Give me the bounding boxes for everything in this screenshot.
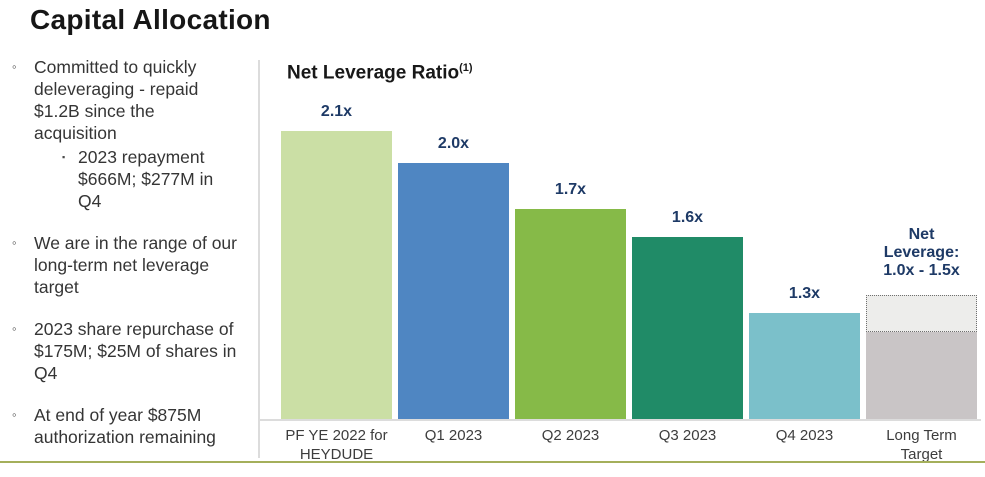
x-axis-label: PF YE 2022 for HEYDUDE	[285, 427, 388, 463]
bullet-sidebar: ◦ Committed to quickly deleveraging - re…	[8, 56, 260, 468]
bar-2	[398, 163, 509, 419]
bar-4	[632, 237, 743, 419]
bullet-marker: ◦	[12, 59, 17, 74]
bullet-content: At end of year $875M authorization remai…	[34, 404, 240, 448]
sub-bullet-marker: ▪	[62, 152, 66, 162]
bar-value-label: 1.6x	[671, 209, 704, 226]
bullet-content: We are in the range of our long-term net…	[34, 232, 240, 298]
x-axis-label: Q4 2023	[775, 427, 834, 444]
bullet-item: ◦ At end of year $875M authorization rem…	[8, 404, 260, 448]
chart-footnote-marker: (1)	[459, 62, 473, 74]
target-range-label-line: Leverage:	[883, 244, 960, 261]
bullet-item: ◦ We are in the range of our long-term n…	[8, 232, 260, 298]
target-range-label: Net Leverage: 1.0x - 1.5x	[854, 226, 985, 280]
chart-left-divider	[258, 60, 260, 458]
bullet-list: ◦ Committed to quickly deleveraging - re…	[8, 56, 260, 448]
target-range-label-line: Net	[908, 226, 935, 243]
chart-title: Net Leverage Ratio(1)	[287, 62, 473, 84]
chart-baseline-axis	[258, 419, 981, 421]
bar-3	[515, 209, 626, 419]
bullet-text: 2023 share repurchase of $175M; $25M of …	[34, 319, 237, 383]
x-axis-label: Long Term Target	[886, 427, 957, 463]
bullet-text: Committed to quickly deleveraging - repa…	[34, 57, 199, 143]
x-axis-label: Q3 2023	[658, 427, 717, 444]
bullet-item: ◦ Committed to quickly deleveraging - re…	[8, 56, 260, 212]
x-axis-label: Q2 2023	[541, 427, 600, 444]
bar-value-label: 2.1x	[320, 103, 353, 120]
slide-footer-line	[0, 461, 985, 463]
bar-1	[281, 131, 392, 419]
target-range-label-line: 1.0x - 1.5x	[883, 262, 960, 279]
page-title: Capital Allocation	[30, 4, 271, 35]
x-axis-label: Q1 2023	[424, 427, 483, 444]
bullet-content: Committed to quickly deleveraging - repa…	[34, 56, 240, 212]
bullet-text: At end of year $875M authorization remai…	[34, 405, 216, 447]
bullet-marker: ◦	[12, 321, 17, 336]
chart-title-text: Net Leverage Ratio	[287, 62, 460, 84]
bullet-marker: ◦	[12, 235, 17, 250]
bullet-item: ◦ 2023 share repurchase of $175M; $25M o…	[8, 318, 260, 384]
bar-5	[749, 313, 860, 419]
bar-value-label: 2.0x	[437, 135, 470, 152]
bullet-text: We are in the range of our long-term net…	[34, 233, 237, 297]
target-bar-lower	[866, 332, 977, 419]
bullet-marker: ◦	[12, 407, 17, 422]
target-bar-upper-range	[866, 295, 977, 332]
sub-bullet-item: ▪ 2023 repayment $666M; $277M in Q4	[34, 146, 240, 212]
sub-bullet-text: 2023 repayment $666M; $277M in Q4	[78, 147, 214, 211]
bar-value-label: 1.3x	[788, 285, 821, 302]
bar-value-label: 1.7x	[554, 181, 587, 198]
bullet-content: 2023 share repurchase of $175M; $25M of …	[34, 318, 240, 384]
